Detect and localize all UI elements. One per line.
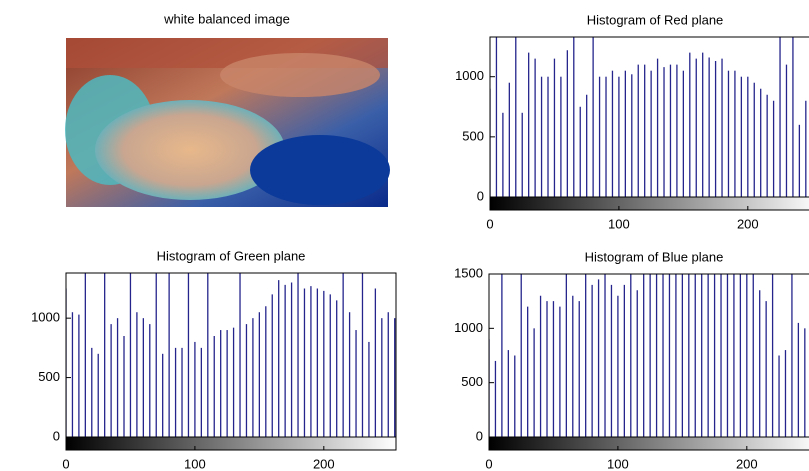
x-tick-label: 0 <box>486 216 493 231</box>
y-tick-label: 1500 <box>454 265 483 280</box>
x-tick-label: 200 <box>313 456 335 471</box>
x-tick-label: 200 <box>737 216 759 231</box>
image-title: white balanced image <box>163 11 290 26</box>
y-tick-label: 500 <box>462 128 484 143</box>
x-tick-label: 100 <box>608 216 630 231</box>
y-tick-label: 1000 <box>31 310 60 325</box>
chart-title: Histogram of Blue plane <box>585 249 724 264</box>
x-tick-label: 0 <box>62 456 69 471</box>
x-tick-label: 100 <box>184 456 206 471</box>
y-tick-label: 0 <box>53 428 60 443</box>
y-tick-label: 0 <box>477 188 484 203</box>
y-tick-label: 1000 <box>455 68 484 83</box>
x-tick-label: 0 <box>485 456 492 471</box>
axes-background <box>66 273 396 437</box>
y-tick-label: 500 <box>461 374 483 389</box>
figure: white balanced image Histogram of Red pl… <box>0 0 809 471</box>
x-tick-label: 200 <box>736 456 758 471</box>
photo <box>65 38 390 207</box>
axes-background <box>489 274 809 437</box>
colorbar <box>490 197 809 210</box>
y-tick-label: 0 <box>476 428 483 443</box>
chart-title: Histogram of Red plane <box>587 12 724 27</box>
colorbar <box>66 437 396 450</box>
y-tick-label: 500 <box>38 369 60 384</box>
x-tick-label: 100 <box>607 456 629 471</box>
y-tick-label: 1000 <box>454 320 483 335</box>
chart-title: Histogram of Green plane <box>157 248 306 263</box>
colorbar <box>489 437 809 450</box>
